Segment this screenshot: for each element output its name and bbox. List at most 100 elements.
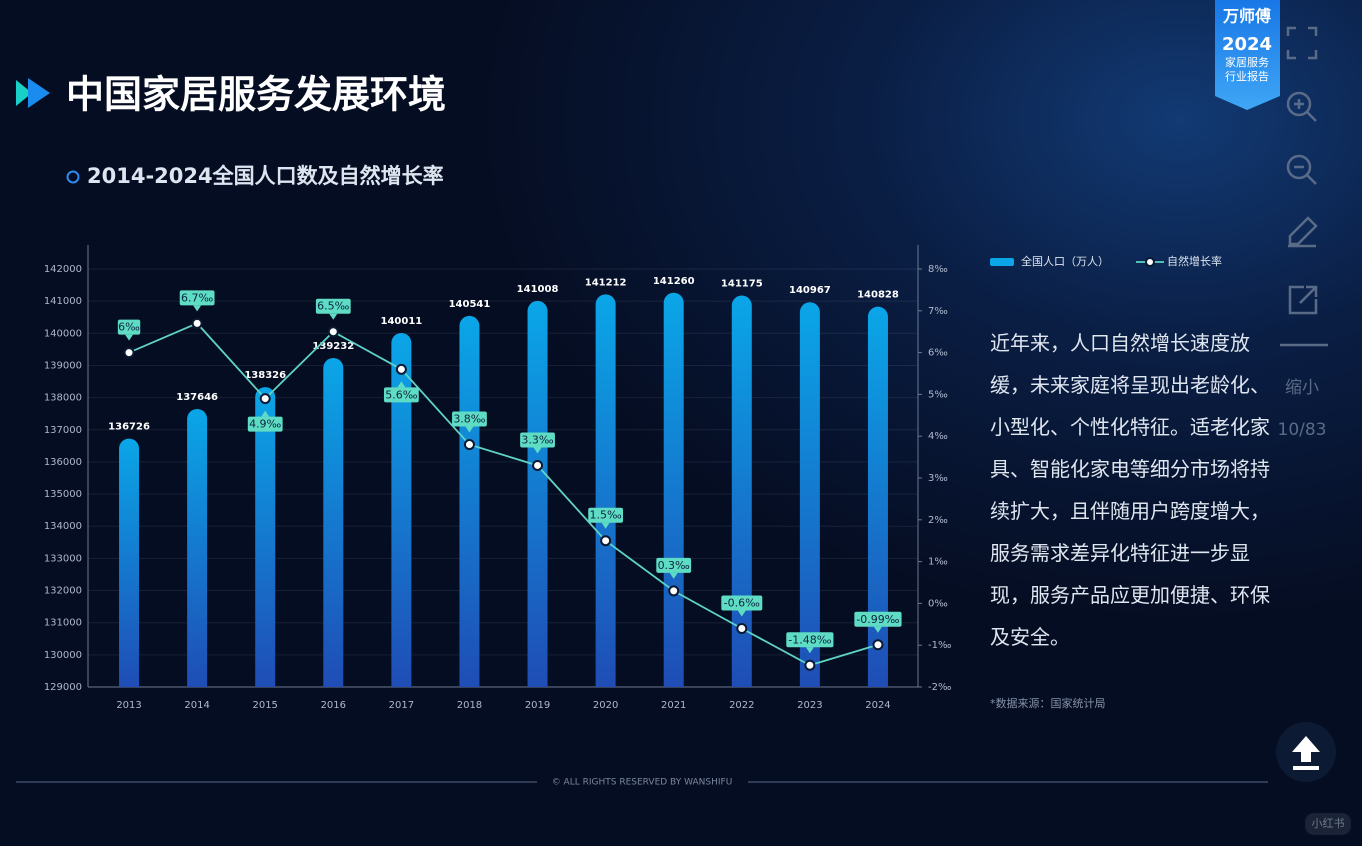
- y2-tick-label: 6‰: [928, 348, 948, 359]
- rate-label-box: [721, 595, 763, 611]
- rate-label: 4.9‰: [249, 418, 281, 431]
- legend-swatch: [1145, 257, 1155, 267]
- legend-swatch: [990, 258, 1014, 266]
- y2-tick-label: 8‰: [928, 264, 948, 275]
- rate-label-pointer: [873, 626, 882, 633]
- bar: [119, 438, 140, 687]
- rate-label-pointer: [125, 334, 134, 341]
- rate-label-box: [315, 298, 351, 314]
- rate-label-box: [786, 632, 834, 648]
- logo-mark: [16, 80, 32, 106]
- x-tick-label: 2019: [525, 700, 550, 711]
- bar-value-label: 138326: [244, 370, 286, 381]
- rate-label-box: [452, 411, 487, 427]
- x-tick-label: 2018: [457, 700, 482, 711]
- y2-tick-label: 5‰: [928, 389, 948, 400]
- rate-point: [123, 347, 135, 359]
- rate-point: [463, 439, 475, 451]
- rate-label: 5.6‰: [385, 388, 417, 401]
- x-tick-label: 2017: [389, 700, 414, 711]
- edit-icon[interactable]: [1288, 216, 1318, 248]
- rate-label: 6‰: [118, 321, 140, 334]
- watermark-bg: [1305, 813, 1351, 835]
- bar-value-label: 141212: [585, 277, 627, 288]
- rate-label-box: [247, 416, 283, 432]
- legend-label: 全国人口（万人）: [1021, 254, 1109, 268]
- zoom-in-icon[interactable]: [1286, 91, 1317, 122]
- y-tick-label: 133000: [44, 553, 82, 564]
- page-title: 中国家居服务发展环境: [66, 73, 446, 117]
- rate-point: [191, 317, 203, 329]
- zoom-label[interactable]: 缩小: [1285, 378, 1319, 398]
- rate-label-box: [383, 387, 419, 403]
- rate-label: 3.8‰: [453, 413, 485, 426]
- bar-value-label: 139232: [312, 341, 354, 352]
- rate-point: [600, 535, 612, 547]
- rate-point: [872, 639, 884, 651]
- back-to-top-icon: [1292, 736, 1320, 770]
- bar: [527, 300, 548, 687]
- x-tick-label: 2014: [184, 700, 209, 711]
- rate-label-box: [179, 290, 215, 306]
- bar: [595, 294, 616, 687]
- chart-title: 2014-2024全国人口数及自然增长率: [87, 164, 444, 188]
- rate-label: -1.48‰: [788, 633, 831, 646]
- rate-label-pointer: [601, 522, 610, 529]
- bar: [459, 315, 480, 687]
- rate-label: 0.3‰: [658, 559, 690, 572]
- bar: [663, 292, 684, 687]
- rate-label: -0.6‰: [724, 596, 760, 609]
- y-tick-label: 132000: [44, 586, 82, 597]
- x-tick-label: 2022: [729, 700, 754, 711]
- bar-value-label: 136726: [108, 422, 150, 433]
- bar-value-label: 141260: [653, 276, 695, 287]
- rate-label-box: [588, 507, 624, 523]
- y2-tick-label: -1‰: [928, 640, 951, 651]
- rate-label: 3.3‰: [521, 433, 553, 446]
- footer: © ALL RIGHTS RESERVED BY WANSHIFU: [552, 778, 733, 788]
- rate-point: [395, 363, 407, 375]
- watermark: 小红书: [1312, 817, 1345, 830]
- share-icon[interactable]: [1288, 285, 1318, 315]
- bar: [255, 387, 276, 687]
- y-tick-label: 137000: [44, 425, 82, 436]
- y-tick-label: 139000: [44, 360, 82, 371]
- rate-label-pointer: [465, 426, 474, 433]
- bar-value-label: 140828: [857, 290, 899, 301]
- x-tick-label: 2013: [116, 700, 141, 711]
- x-tick-label: 2016: [321, 700, 346, 711]
- badge-text: 2024: [1222, 34, 1272, 55]
- zoom-out-icon[interactable]: [1286, 154, 1317, 185]
- rate-point: [804, 659, 816, 671]
- badge-text: 行业报告: [1225, 69, 1269, 83]
- y-tick-label: 140000: [44, 328, 82, 339]
- legend-label: 自然增长率: [1167, 254, 1222, 268]
- y2-tick-label: 7‰: [928, 306, 948, 317]
- x-tick-label: 2024: [865, 700, 890, 711]
- bar: [731, 295, 752, 687]
- bar-value-label: 137646: [176, 392, 218, 403]
- bar-value-label: 140967: [789, 285, 831, 296]
- y-tick-label: 130000: [44, 650, 82, 661]
- source: *数据来源：国家统计局: [990, 696, 1106, 710]
- y-tick-label: 135000: [44, 489, 82, 500]
- x-tick-label: 2015: [252, 700, 277, 711]
- bar-value-label: 141175: [721, 279, 763, 290]
- rate-line: [128, 322, 879, 667]
- rate-label: 6.5‰: [317, 300, 349, 313]
- y2-tick-label: 4‰: [928, 431, 948, 442]
- y2-tick-label: 0‰: [928, 598, 948, 609]
- bar: [391, 332, 412, 687]
- rate-point: [532, 459, 544, 471]
- rate-point: [259, 393, 271, 405]
- y2-tick-label: -2‰: [928, 682, 951, 693]
- y2-tick-label: 2‰: [928, 515, 948, 526]
- badge-text: 万师傅: [1222, 7, 1271, 26]
- logo-mark: [28, 78, 50, 108]
- y-tick-label: 142000: [44, 264, 82, 275]
- bar-value-label: 141008: [517, 284, 559, 295]
- fullscreen-icon[interactable]: [1286, 26, 1318, 60]
- y-tick-label: 138000: [44, 393, 82, 404]
- toolbar: [1280, 26, 1328, 347]
